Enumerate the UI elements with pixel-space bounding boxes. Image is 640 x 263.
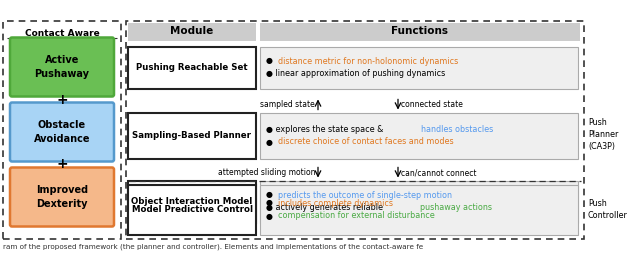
Text: ●: ● (266, 138, 275, 146)
Bar (260, 113, 578, 159)
Text: ● actively generates reliable: ● actively generates reliable (266, 204, 385, 213)
Bar (260, 47, 578, 89)
Text: ●: ● (266, 190, 275, 200)
Text: Improved
Dexterity: Improved Dexterity (36, 185, 88, 209)
Bar (128, 185, 256, 235)
Text: ram of the proposed framework (the planner and controller). Elements and impleme: ram of the proposed framework (the plann… (3, 244, 423, 250)
Text: connected state: connected state (401, 100, 463, 109)
Text: Functions: Functions (392, 27, 449, 37)
Text: predicts the outcome of single-step motion: predicts the outcome of single-step moti… (278, 190, 452, 200)
Bar (260, 185, 578, 235)
Text: distance metric for non-holonomic dynamics: distance metric for non-holonomic dynami… (278, 57, 458, 65)
Text: can/cannot connect: can/cannot connect (401, 168, 477, 177)
Text: Obstacle
Avoidance: Obstacle Avoidance (34, 120, 90, 144)
Text: attempted sliding motion: attempted sliding motion (218, 168, 315, 177)
Text: ●: ● (266, 57, 275, 65)
Text: Contact Aware: Contact Aware (24, 28, 99, 38)
Text: ● linear approximation of pushing dynamics: ● linear approximation of pushing dynami… (266, 69, 445, 78)
Text: pushaway actions: pushaway actions (420, 204, 492, 213)
Text: Active
Pushaway: Active Pushaway (35, 55, 90, 79)
Bar (3, 21, 121, 239)
FancyBboxPatch shape (10, 103, 114, 161)
Bar (128, 180, 256, 222)
Bar (260, 23, 580, 41)
Text: compensation for external disturbance: compensation for external disturbance (278, 211, 435, 220)
Text: Object Interaction Model: Object Interaction Model (131, 197, 253, 206)
Bar (128, 23, 256, 41)
Text: discrete choice of contact faces and modes: discrete choice of contact faces and mod… (278, 138, 454, 146)
Text: Push
Planner
(CA3P): Push Planner (CA3P) (588, 118, 618, 151)
Bar (260, 180, 578, 222)
Text: ●: ● (266, 211, 275, 220)
Text: ●: ● (266, 199, 275, 208)
Text: Module: Module (170, 27, 214, 37)
Bar (128, 47, 256, 89)
Text: ● explores the state space &: ● explores the state space & (266, 124, 386, 134)
Text: +: + (56, 158, 68, 171)
Text: +: + (56, 93, 68, 107)
Bar (128, 113, 256, 159)
Text: handles obstacles: handles obstacles (420, 124, 493, 134)
Text: Model Predictive Control: Model Predictive Control (131, 205, 253, 214)
Text: Sampling-Based Planner: Sampling-Based Planner (132, 131, 252, 140)
Text: sampled state: sampled state (260, 100, 315, 109)
FancyBboxPatch shape (10, 168, 114, 226)
Text: includes complete dynamics: includes complete dynamics (278, 199, 393, 208)
Bar (126, 21, 584, 239)
Text: Push
Controller: Push Controller (588, 199, 628, 220)
FancyBboxPatch shape (10, 38, 114, 97)
Text: Pushing Reachable Set: Pushing Reachable Set (136, 63, 248, 72)
